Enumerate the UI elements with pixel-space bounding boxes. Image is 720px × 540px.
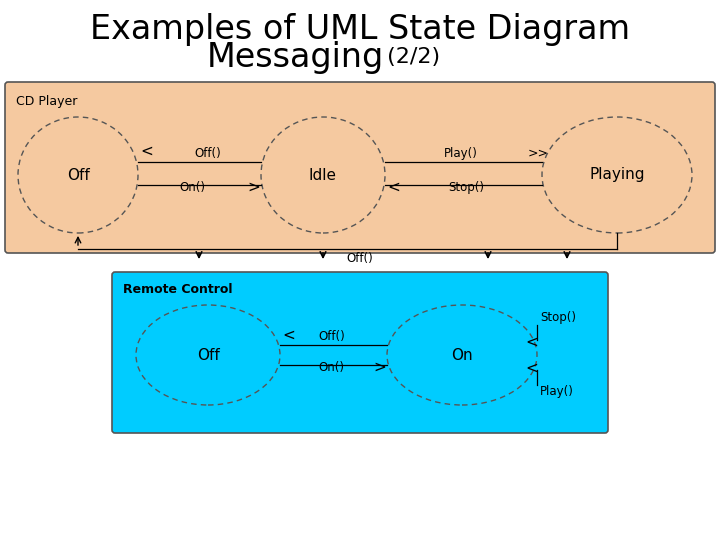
Text: (2/2): (2/2) [380,47,440,67]
Text: >: > [373,360,386,375]
Text: On: On [451,348,473,362]
FancyBboxPatch shape [5,82,715,253]
Text: Off(): Off() [318,330,346,343]
Text: Messaging: Messaging [207,40,384,73]
Text: <: < [525,361,538,375]
Text: Play(): Play() [540,386,574,399]
Text: Off: Off [197,348,220,362]
Text: <: < [387,180,400,195]
Text: CD Player: CD Player [16,95,77,108]
Text: Stop(): Stop() [540,312,576,325]
Text: <: < [282,328,294,343]
Text: On(): On() [318,361,344,374]
Text: >>: >> [528,147,549,160]
Text: Off: Off [67,167,89,183]
Text: Off(): Off() [194,147,221,160]
Text: Stop(): Stop() [449,181,485,194]
Text: <: < [140,144,153,159]
Text: >: > [247,180,260,195]
Text: Off(): Off() [346,252,374,265]
FancyBboxPatch shape [112,272,608,433]
Text: On(): On() [179,181,205,194]
Text: Remote Control: Remote Control [123,283,233,296]
Text: <: < [525,334,538,349]
Text: Idle: Idle [309,167,337,183]
Text: Play(): Play() [444,147,477,160]
Text: Playing: Playing [589,167,644,183]
Text: Examples of UML State Diagram: Examples of UML State Diagram [90,14,630,46]
